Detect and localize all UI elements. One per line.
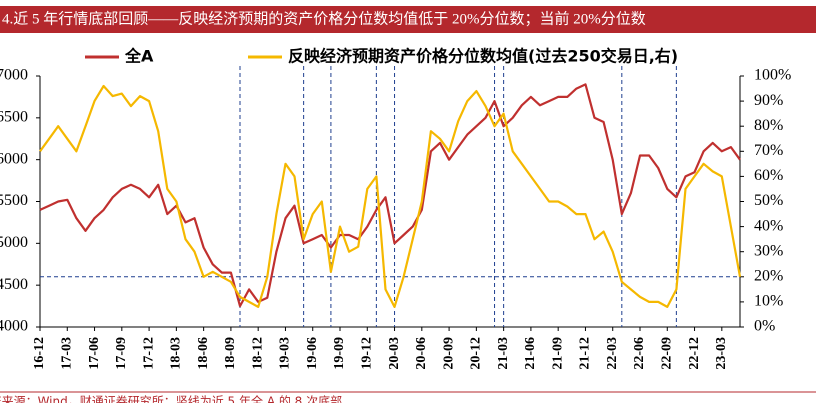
x-tick-label: 17-06	[87, 337, 102, 370]
y2-tick-label: 60%	[754, 167, 783, 184]
y2-tick-label: 50%	[754, 192, 783, 209]
x-tick-label: 17-12	[141, 337, 156, 370]
x-tick-label: 19-03	[278, 337, 293, 370]
source: E来源：Wind，财通证券研究所；竖线为近 5 年全 A 的 8 次底部	[0, 394, 342, 403]
y-tick-label: 5000	[0, 234, 28, 251]
x-tick-label: 20-09	[441, 337, 456, 370]
x-tick-label: 21-03	[496, 337, 511, 370]
chart-title: 4.近 5 年行情底部回顾——反映经济预期的资产价格分位数均值低于 20%分位数…	[2, 10, 646, 27]
title-bar	[0, 6, 816, 33]
y2-tick-label: 30%	[754, 242, 783, 259]
x-tick-label: 18-12	[250, 337, 265, 370]
y-tick-label: 6000	[0, 150, 28, 167]
x-tick-label: 20-12	[469, 337, 484, 370]
y-tick-label: 4000	[0, 318, 28, 335]
x-tick-label: 21-12	[578, 337, 593, 370]
x-tick-label: 18-03	[169, 337, 184, 370]
y2-tick-label: 10%	[754, 293, 783, 310]
x-tick-label: 17-09	[114, 337, 129, 370]
x-tick-label: 21-06	[523, 337, 538, 370]
x-tick-label: 22-12	[687, 337, 702, 370]
y2-tick-label: 90%	[754, 92, 783, 109]
legend-label: 全A	[124, 47, 154, 66]
y2-tick-label: 20%	[754, 267, 783, 284]
x-tick-label: 22-06	[632, 337, 647, 370]
x-tick-label: 19-12	[359, 337, 374, 370]
x-tick-label: 18-09	[223, 337, 238, 370]
y2-tick-label: 100%	[754, 67, 791, 84]
x-tick-label: 17-03	[59, 337, 74, 370]
x-tick-label: 21-09	[550, 337, 565, 370]
y-tick-label: 5500	[0, 192, 28, 209]
legend-label: 反映经济预期资产价格分位数均值(过去250交易日,右)	[288, 47, 678, 66]
y2-tick-label: 80%	[754, 117, 783, 134]
y2-tick-label: 40%	[754, 217, 783, 234]
x-tick-label: 16-12	[32, 337, 47, 370]
x-tick-label: 23-03	[714, 337, 729, 370]
y-tick-label: 6500	[0, 109, 28, 126]
x-tick-label: 20-03	[387, 337, 402, 370]
x-tick-label: 20-06	[414, 337, 429, 370]
x-tick-label: 22-03	[605, 337, 620, 370]
series-line	[39, 83, 741, 308]
x-tick-label: 19-06	[305, 337, 320, 370]
y2-tick-label: 0%	[754, 318, 775, 335]
x-tick-label: 19-09	[332, 337, 347, 370]
series-line	[39, 84, 742, 308]
x-tick-label: 22-09	[659, 337, 674, 370]
y2-tick-label: 70%	[754, 142, 783, 159]
x-tick-label: 18-06	[196, 337, 211, 370]
y-tick-label: 4500	[0, 276, 28, 293]
y-tick-label: 7000	[0, 67, 28, 84]
